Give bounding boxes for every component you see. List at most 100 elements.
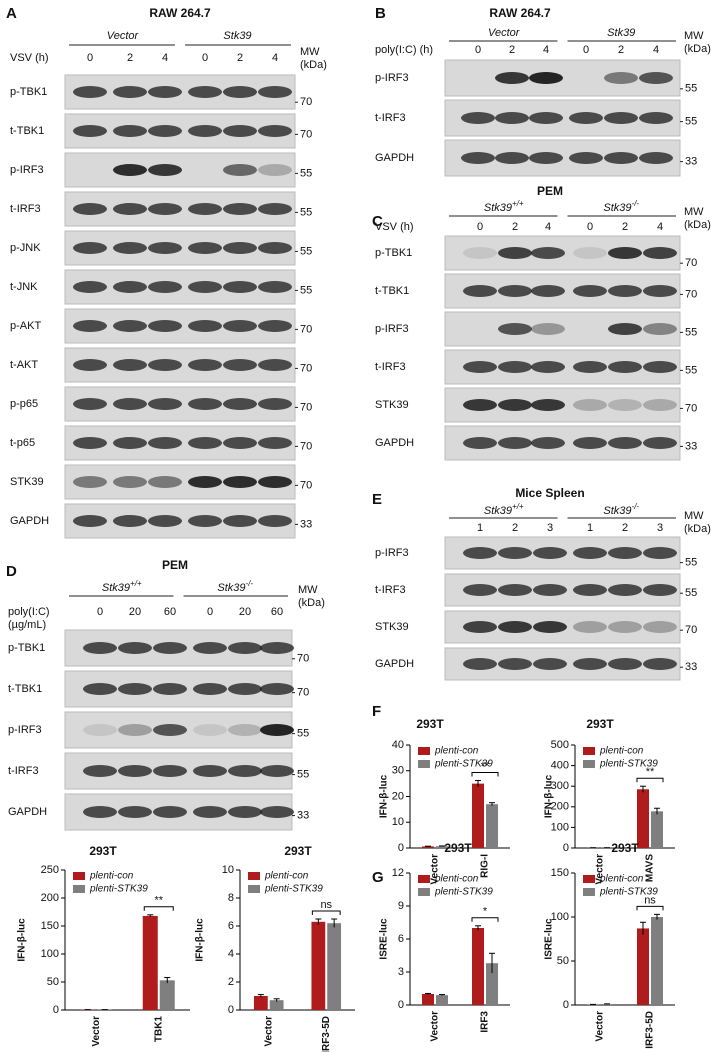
y-axis-label: IFN-β-luc — [379, 774, 390, 818]
row-label: t-AKT — [10, 359, 38, 371]
blot-band — [113, 320, 147, 332]
blot-band — [228, 642, 262, 654]
blot-band — [83, 642, 117, 654]
group-name: Stk39 — [603, 202, 631, 214]
significance-bracket — [636, 777, 664, 783]
legend-label: plenti-STK39 — [434, 887, 493, 898]
blot-band — [113, 359, 147, 371]
lane-label: 2 — [237, 52, 243, 64]
row-label: p-IRF3 — [375, 323, 409, 335]
bar — [436, 995, 448, 1005]
row-label: t-TBK1 — [8, 683, 42, 695]
blot-band — [193, 683, 227, 695]
mw-header: MW — [684, 30, 704, 42]
blot-band — [153, 806, 187, 818]
panel-letter: C — [372, 213, 383, 230]
group-label: Stk39 — [607, 27, 635, 39]
blot-band — [608, 247, 642, 259]
y-tick-label: 12 — [392, 867, 404, 879]
blot-band — [83, 683, 117, 695]
group-name: Stk39 — [603, 505, 631, 517]
blot-band — [608, 658, 642, 670]
blot-band — [223, 398, 257, 410]
group-label: Stk39+/+ — [484, 199, 524, 214]
blot-band — [463, 437, 497, 449]
blot-band — [643, 285, 677, 297]
group-label: Stk39+/+ — [484, 502, 524, 517]
mw-marker: 70 — [300, 128, 312, 140]
group-name: Stk39 — [607, 27, 635, 39]
mw-marker: 55 — [685, 83, 697, 95]
group-label: Vector — [488, 27, 521, 39]
treatment-label: VSV (h) — [375, 221, 414, 233]
blot-band — [258, 281, 292, 293]
row-label: STK39 — [10, 476, 44, 488]
row-label: GAPDH — [375, 152, 414, 164]
y-axis-label: IFN-β-luc — [17, 918, 28, 962]
blot-band — [639, 72, 673, 84]
blot-band — [73, 242, 107, 254]
blot-band — [193, 765, 227, 777]
blot-band — [188, 86, 222, 98]
bar — [637, 789, 649, 848]
blot-band — [188, 515, 222, 527]
bar — [142, 915, 158, 1010]
blot-band — [223, 164, 257, 176]
bar — [422, 994, 434, 1005]
legend-swatch — [418, 747, 430, 755]
blot-band — [148, 320, 182, 332]
mw-marker: 70 — [300, 479, 312, 491]
blot-band — [569, 112, 603, 124]
blot-band — [153, 642, 187, 654]
mw-marker: 70 — [300, 362, 312, 374]
y-tick-label: 0 — [563, 999, 569, 1011]
blot-band — [258, 359, 292, 371]
mw-marker: 55 — [297, 769, 309, 781]
bar — [472, 783, 484, 848]
blot-band — [463, 285, 497, 297]
y-tick-label: 100 — [551, 821, 569, 833]
mw-marker: 55 — [685, 326, 697, 338]
group-sup: +/+ — [512, 199, 524, 208]
legend-swatch — [73, 872, 85, 880]
panel-title: PEM — [537, 184, 563, 198]
legend-label: plenti-STK39 — [599, 887, 658, 898]
group-sup: +/+ — [130, 579, 142, 588]
legend-swatch — [583, 747, 595, 755]
row-label: p-IRF3 — [8, 724, 42, 736]
legend-swatch — [418, 888, 430, 896]
blot-band — [148, 437, 182, 449]
panel-letter: D — [6, 563, 17, 580]
blot-band — [604, 112, 638, 124]
lane-label: 60 — [164, 606, 176, 618]
blot-band — [153, 724, 187, 736]
blot-band — [573, 621, 607, 633]
mw-marker: 70 — [685, 402, 697, 414]
blot-band — [604, 72, 638, 84]
blot-band — [608, 437, 642, 449]
lane-label: 2 — [512, 522, 518, 534]
blot-band — [188, 398, 222, 410]
panel-title: RAW 264.7 — [149, 6, 211, 20]
y-axis-label: IFN-β-luc — [195, 918, 206, 962]
blot-band — [463, 658, 497, 670]
blot-band — [223, 125, 257, 137]
blot-band — [643, 584, 677, 596]
legend-label: plenti-STK39 — [434, 759, 493, 770]
lane-label: 2 — [622, 221, 628, 233]
row-label: p-IRF3 — [375, 72, 409, 84]
blot-band — [73, 320, 107, 332]
legend-label: plenti-con — [89, 871, 134, 882]
mw-header: MW — [684, 206, 704, 218]
blot-band — [643, 247, 677, 259]
chart-title: 293T — [586, 717, 614, 731]
blot-band — [258, 86, 292, 98]
blot-band — [223, 281, 257, 293]
blot-band — [228, 806, 262, 818]
blot-band — [643, 399, 677, 411]
blot-band — [188, 359, 222, 371]
lane-label: 20 — [239, 606, 251, 618]
x-tick-label: IRF3-5D — [321, 1016, 332, 1052]
group-name: Stk39 — [484, 505, 512, 517]
blot-band — [531, 247, 565, 259]
